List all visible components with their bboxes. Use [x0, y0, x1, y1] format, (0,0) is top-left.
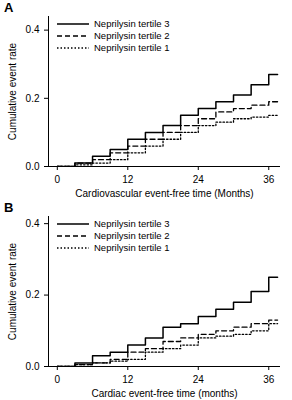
html-text:B: B: [4, 200, 14, 215]
svg-text:0.0: 0.0: [26, 361, 40, 372]
svg-text:0.4: 0.4: [26, 218, 40, 229]
html-text:Neprilysin tertile 3: Neprilysin tertile 3: [94, 18, 170, 29]
html-text:A: A: [4, 0, 14, 15]
svg-text:0.2: 0.2: [26, 289, 40, 300]
svg-text:Cardiac event-free time (month: Cardiac event-free time (months): [91, 388, 237, 399]
svg-text:12: 12: [122, 374, 134, 385]
svg-text:0: 0: [55, 174, 61, 185]
html-text:Neprilysin tertile 2: Neprilysin tertile 2: [94, 230, 170, 241]
svg-text:Cumulative event rate: Cumulative event rate: [7, 42, 18, 140]
svg-text:24: 24: [193, 374, 205, 385]
svg-text:Cardiovascular event-free time: Cardiovascular event-free time (Months): [75, 188, 253, 199]
svg-text:36: 36: [263, 374, 275, 385]
svg-text:0.2: 0.2: [26, 93, 40, 104]
svg-text:Cumulative event rate: Cumulative event rate: [7, 242, 18, 340]
html-text:Neprilysin tertile 3: Neprilysin tertile 3: [94, 218, 170, 229]
html-text:Neprilysin tertile 2: Neprilysin tertile 2: [94, 30, 170, 41]
svg-text:24: 24: [193, 174, 205, 185]
svg-text:12: 12: [122, 174, 134, 185]
html-text:Neprilysin tertile 1: Neprilysin tertile 1: [94, 242, 170, 253]
svg-text:0.4: 0.4: [26, 24, 40, 35]
svg-text:0.0: 0.0: [26, 161, 40, 172]
html-text:Neprilysin tertile 1: Neprilysin tertile 1: [94, 42, 170, 53]
svg-text:36: 36: [263, 174, 275, 185]
svg-text:0: 0: [55, 374, 61, 385]
